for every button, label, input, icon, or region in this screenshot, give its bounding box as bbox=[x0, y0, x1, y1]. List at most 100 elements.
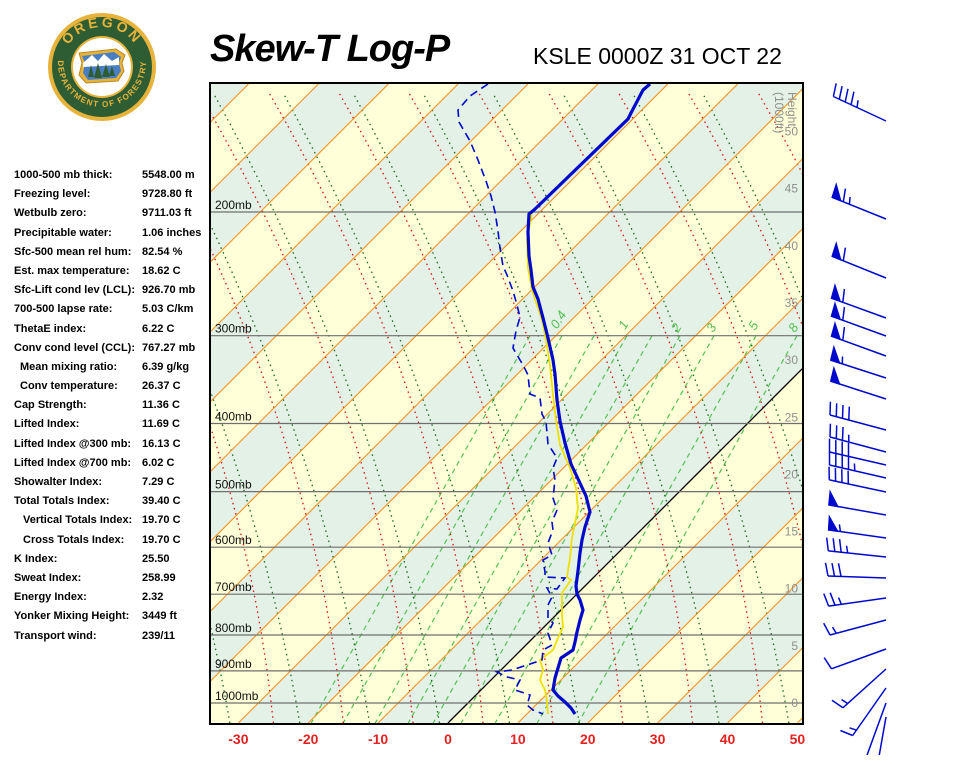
stat-row: Transport wind: 239/11 bbox=[12, 628, 210, 647]
stat-value: 18.62 C bbox=[142, 264, 181, 277]
stat-row: 1000-500 mb thick: 5548.00 m bbox=[12, 167, 210, 186]
stat-label: Energy Index: bbox=[14, 591, 87, 604]
stat-row: Total Totals Index: 39.40 C bbox=[12, 493, 210, 512]
pressure-lines bbox=[211, 211, 802, 704]
stat-value: 767.27 mb bbox=[142, 341, 196, 354]
stat-label: 1000-500 mb thick: bbox=[14, 169, 113, 181]
stat-value: 19.70 C bbox=[142, 514, 181, 527]
stat-value: 6.02 C bbox=[142, 456, 175, 469]
stat-label: Lifted Index @300 mb: bbox=[14, 437, 132, 450]
background-bands bbox=[211, 84, 802, 723]
stat-value: 1.06 inches bbox=[142, 226, 202, 239]
pressure-label: 1000mb bbox=[215, 689, 259, 703]
temperature-axis: -30 -20 -10 0 10 20 30 40 50 bbox=[0, 731, 960, 755]
temp-axis-label: 0 bbox=[444, 731, 452, 747]
stat-value: 926.70 mb bbox=[142, 284, 196, 297]
stat-row: Conv temperature: 26.37 C bbox=[12, 378, 210, 397]
stat-label: Cross Totals Index: bbox=[23, 533, 125, 546]
stat-label: Vertical Totals Index: bbox=[23, 514, 133, 527]
sounding-stats-panel: 1000-500 mb thick: 5548.00 m Freezing leve… bbox=[12, 167, 210, 647]
pressure-label: 300mb bbox=[215, 322, 252, 336]
stat-value: 39.40 C bbox=[142, 495, 181, 508]
stat-value: 19.70 C bbox=[142, 533, 181, 546]
height-tick-label: 5 bbox=[791, 639, 798, 653]
stat-value: 239/11 bbox=[142, 629, 176, 642]
height-tick-label: 30 bbox=[785, 353, 799, 367]
stat-row: Vertical Totals Index: 19.70 C bbox=[12, 512, 210, 531]
temp-axis-label: -30 bbox=[228, 731, 249, 747]
height-tick-label: 20 bbox=[785, 467, 799, 481]
skewt-plot-area: 200mb 300mb 400mb 500mb 600mb 700mb 800mb 900mb… bbox=[209, 82, 804, 725]
temp-axis-label: 50 bbox=[789, 731, 806, 747]
stat-label: Lifted Index @700 mb: bbox=[14, 456, 132, 469]
pressure-label: 400mb bbox=[215, 410, 252, 424]
isotherm-lines bbox=[211, 84, 802, 723]
stat-label: K Index: bbox=[14, 552, 58, 565]
wetbulb-trace bbox=[526, 85, 647, 715]
stat-value: 7.29 C bbox=[142, 476, 175, 488]
temperature-trace bbox=[526, 84, 652, 715]
oregon-forestry-logo: OREGON DEPARTMENT OF FORESTRY bbox=[48, 13, 156, 121]
temp-axis-label: -20 bbox=[298, 731, 319, 747]
stat-label: Sfc-Lift cond lev (LCL): bbox=[14, 284, 135, 297]
temp-axis-label: 10 bbox=[510, 731, 526, 747]
stat-label: Conv temperature: bbox=[20, 380, 118, 393]
stat-value: 258.99 bbox=[142, 571, 176, 584]
moist-adiabat-lines bbox=[211, 92, 802, 723]
wind-barbs bbox=[823, 83, 887, 755]
stat-value: 26.37 C bbox=[142, 380, 181, 393]
pressure-label: 700mb bbox=[215, 580, 252, 594]
stat-row: Mean mixing ratio: 6.39 g/kg bbox=[12, 359, 210, 378]
stat-value: 9711.03 ft bbox=[142, 207, 192, 220]
stat-label: Transport wind: bbox=[14, 629, 97, 642]
stat-label: Showalter Index: bbox=[14, 476, 103, 488]
temp-axis-label: 40 bbox=[719, 731, 736, 747]
stat-row: Energy Index: 2.32 bbox=[12, 589, 210, 608]
stat-row: Precipitable water: 1.06 inches bbox=[12, 225, 210, 244]
stat-label: Cap Strength: bbox=[14, 399, 87, 412]
dewpoint-trace bbox=[457, 84, 567, 715]
pressure-label: 800mb bbox=[215, 621, 252, 635]
stat-value: 25.50 bbox=[142, 552, 170, 565]
stat-row: Showalter Index: 7.29 C bbox=[12, 474, 210, 493]
station-datetime: KSLE 0000Z 31 OCT 22 bbox=[533, 43, 782, 69]
stat-row: Cap Strength: 11.36 C bbox=[12, 397, 210, 416]
stat-value: 5548.00 m bbox=[142, 169, 195, 181]
stat-row: 700-500 lapse rate: 5.03 C/km bbox=[12, 301, 210, 320]
logo-oregon-scene bbox=[78, 48, 126, 84]
stat-label: Mean mixing ratio: bbox=[20, 360, 118, 373]
stat-label: Sfc-500 mean rel hum: bbox=[14, 245, 132, 258]
stat-label: Yonker Mixing Height: bbox=[14, 610, 130, 623]
stat-row: Lifted Index @700 mb: 6.02 C bbox=[12, 455, 210, 474]
stat-row: Cross Totals Index: 19.70 C bbox=[12, 532, 210, 551]
stat-label: Lifted Index: bbox=[14, 418, 80, 431]
temp-axis-label: -10 bbox=[367, 731, 389, 747]
stat-value: 2.32 bbox=[142, 591, 164, 604]
stat-value: 5.03 C/km bbox=[142, 303, 194, 316]
skewt-plot-svg: 200mb 300mb 400mb 500mb 600mb 700mb 800mb 900mb… bbox=[211, 84, 802, 723]
height-tick-label: 50 bbox=[785, 125, 799, 139]
stat-value: 6.39 g/kg bbox=[142, 360, 190, 373]
stat-value: 82.54 % bbox=[142, 245, 183, 258]
stat-value: 11.36 C bbox=[142, 399, 180, 412]
stat-value: 16.13 C bbox=[142, 437, 181, 450]
stat-value: 9728.80 ft bbox=[142, 188, 193, 201]
stat-label: Wetbulb zero: bbox=[14, 207, 87, 220]
stat-label: ThetaE index: bbox=[14, 322, 87, 335]
stat-value: 6.22 C bbox=[142, 322, 175, 335]
height-tick-label: 45 bbox=[785, 182, 799, 196]
stat-label: Precipitable water: bbox=[14, 226, 112, 239]
height-tick-label: 40 bbox=[785, 239, 799, 253]
stat-row: K Index: 25.50 bbox=[12, 551, 210, 570]
stat-label: Conv cond level (CCL): bbox=[14, 341, 136, 354]
pressure-label: 900mb bbox=[215, 657, 252, 671]
stat-value: 3449 ft bbox=[142, 610, 177, 623]
stat-row: Freezing level: 9728.80 ft bbox=[12, 186, 210, 205]
height-axis-title: Height(1000ft) bbox=[772, 92, 799, 133]
height-tick-label: 15 bbox=[785, 525, 799, 539]
page-title: Skew-T Log-P bbox=[210, 28, 450, 70]
height-tick-label: 25 bbox=[785, 410, 799, 424]
temp-axis-label: 20 bbox=[580, 731, 596, 747]
